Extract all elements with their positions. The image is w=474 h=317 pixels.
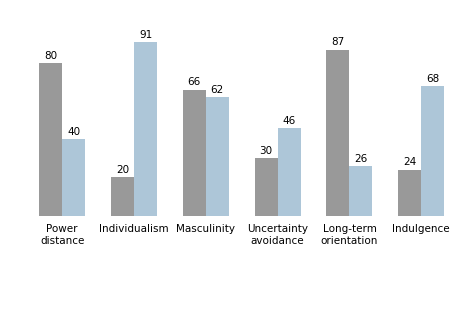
Text: 62: 62: [211, 85, 224, 95]
Text: 46: 46: [283, 115, 296, 126]
Bar: [111, 178, 134, 216]
Text: 20: 20: [116, 165, 129, 175]
Bar: [206, 97, 229, 216]
Bar: [327, 49, 349, 216]
Bar: [39, 63, 62, 216]
Bar: [62, 139, 85, 216]
Bar: [398, 170, 421, 216]
Bar: [134, 42, 157, 216]
Bar: [255, 158, 278, 216]
Text: 68: 68: [426, 74, 439, 84]
Text: 80: 80: [44, 51, 57, 61]
Text: 30: 30: [260, 146, 273, 156]
Text: 40: 40: [67, 127, 80, 137]
Bar: [421, 86, 444, 216]
Bar: [349, 166, 373, 216]
Bar: [278, 128, 301, 216]
Text: 26: 26: [355, 154, 367, 164]
Text: 66: 66: [188, 77, 201, 87]
Text: 87: 87: [331, 37, 345, 47]
Bar: [183, 90, 206, 216]
Text: 91: 91: [139, 30, 152, 40]
Text: 24: 24: [403, 158, 417, 167]
